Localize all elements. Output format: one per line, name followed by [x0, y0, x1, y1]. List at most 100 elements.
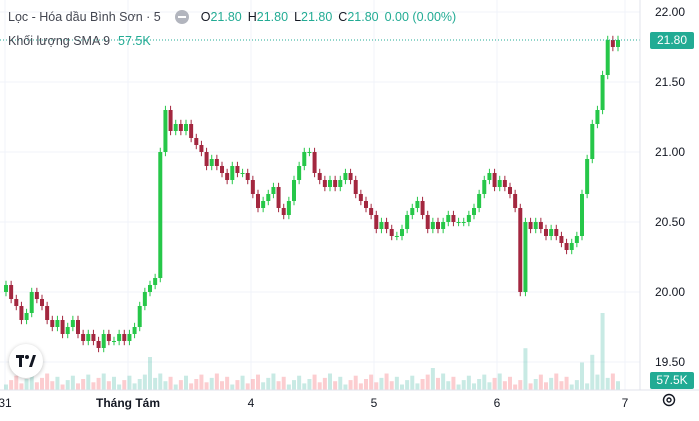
ohlc-key: H	[247, 10, 257, 24]
volume-bar	[250, 379, 255, 390]
volume-bar	[425, 374, 430, 390]
volume-bar	[60, 384, 65, 390]
candle-body	[45, 306, 50, 320]
volume-bar	[86, 374, 91, 390]
candle-body	[14, 299, 19, 306]
volume-bar	[34, 382, 39, 390]
volume-bar	[369, 374, 374, 390]
candle-body	[209, 159, 214, 166]
candle-body	[425, 215, 430, 229]
candle-body	[250, 180, 255, 194]
candle-body	[307, 152, 312, 153]
candle-body	[472, 208, 476, 215]
candle-body	[96, 341, 101, 348]
volume-bar	[168, 376, 173, 390]
volume-bar	[256, 374, 260, 390]
candle-body	[214, 159, 219, 166]
candle-body	[533, 222, 538, 229]
candle-body	[616, 40, 620, 47]
volume-bar	[405, 380, 410, 390]
candle-body	[240, 173, 245, 174]
volume-bar	[142, 374, 147, 390]
gridlines	[0, 0, 640, 390]
candle-body	[477, 194, 482, 208]
candle-body	[297, 166, 302, 180]
volume-bar	[220, 381, 224, 390]
candle-body	[508, 187, 512, 194]
candle-body	[50, 320, 55, 327]
volume-bar	[101, 373, 106, 390]
candle-body	[148, 285, 152, 292]
candle-body	[4, 285, 8, 292]
volume-bar	[194, 379, 199, 390]
volume-bar	[148, 357, 152, 390]
volume-bar	[173, 384, 178, 390]
volume-bar	[487, 382, 492, 390]
candle-body	[24, 313, 29, 320]
candle-body	[266, 194, 271, 201]
volume-bar	[297, 375, 302, 390]
volume-bar	[379, 377, 384, 390]
time-tick-label: 4	[248, 396, 255, 410]
candle-body	[276, 187, 281, 208]
candle-body	[184, 124, 188, 131]
volume-bar	[153, 377, 158, 390]
candle-body	[456, 222, 461, 223]
volume-indicator-label: Khối lượng SMA 9	[8, 34, 111, 48]
volume-bar	[461, 380, 466, 390]
tradingview-logo-icon[interactable]	[9, 344, 43, 378]
volume-bar	[24, 379, 29, 390]
candle-body	[374, 215, 379, 229]
volume-bar	[245, 383, 250, 390]
volume-bar	[518, 380, 523, 390]
volume-bar	[40, 377, 44, 390]
candle-body	[559, 236, 564, 243]
volume-bar	[286, 384, 291, 390]
volume-bar	[312, 374, 317, 390]
volume-bar	[106, 381, 111, 390]
candle-body	[410, 208, 415, 215]
volume-bar	[317, 382, 322, 390]
time-tick-label: 6	[494, 396, 501, 410]
volume-bar	[14, 375, 19, 390]
candle-body	[29, 292, 34, 313]
volume-bar	[544, 382, 548, 390]
volume-bar	[554, 373, 559, 390]
volume-bar	[199, 374, 204, 390]
volume-bar	[307, 379, 312, 390]
volume-bar	[96, 377, 101, 390]
candle-body	[338, 180, 343, 187]
candle-body	[513, 194, 518, 208]
volume-bar	[466, 375, 471, 390]
candle-body	[281, 208, 286, 215]
candle-body	[40, 299, 44, 306]
volume-bar	[384, 373, 389, 390]
volume-bar	[389, 381, 394, 390]
candle-body	[286, 201, 291, 215]
candle-body	[549, 229, 554, 236]
volume-bar	[508, 376, 512, 390]
volume-bar	[430, 368, 435, 390]
candle-body	[178, 124, 183, 131]
candle-body	[235, 166, 240, 173]
ohlc-value: 21.80	[347, 10, 379, 24]
settings-gear-icon[interactable]	[661, 392, 677, 408]
volume-bar	[271, 373, 276, 390]
ohlc-key: O	[200, 10, 211, 24]
volume-bar	[4, 384, 8, 390]
chart-legend: Lọc - Hóa dầu Bình Sơn · 5 O21.80 H21.80 L…	[8, 8, 462, 50]
collapse-minus-icon[interactable]	[174, 10, 189, 24]
time-tick-label: 31	[0, 396, 12, 410]
candle-body	[574, 236, 579, 243]
price-tick-label: 21.50	[655, 75, 685, 89]
candle-body	[271, 187, 276, 194]
volume-bar	[472, 383, 476, 390]
volume-bar	[538, 374, 543, 390]
volume-bar	[19, 383, 24, 390]
volume-bar	[209, 377, 214, 390]
volume-bar	[204, 382, 209, 390]
price-tick-label: 20.00	[655, 285, 685, 299]
ohlc-key: L	[294, 10, 302, 24]
candle-body	[163, 110, 168, 152]
